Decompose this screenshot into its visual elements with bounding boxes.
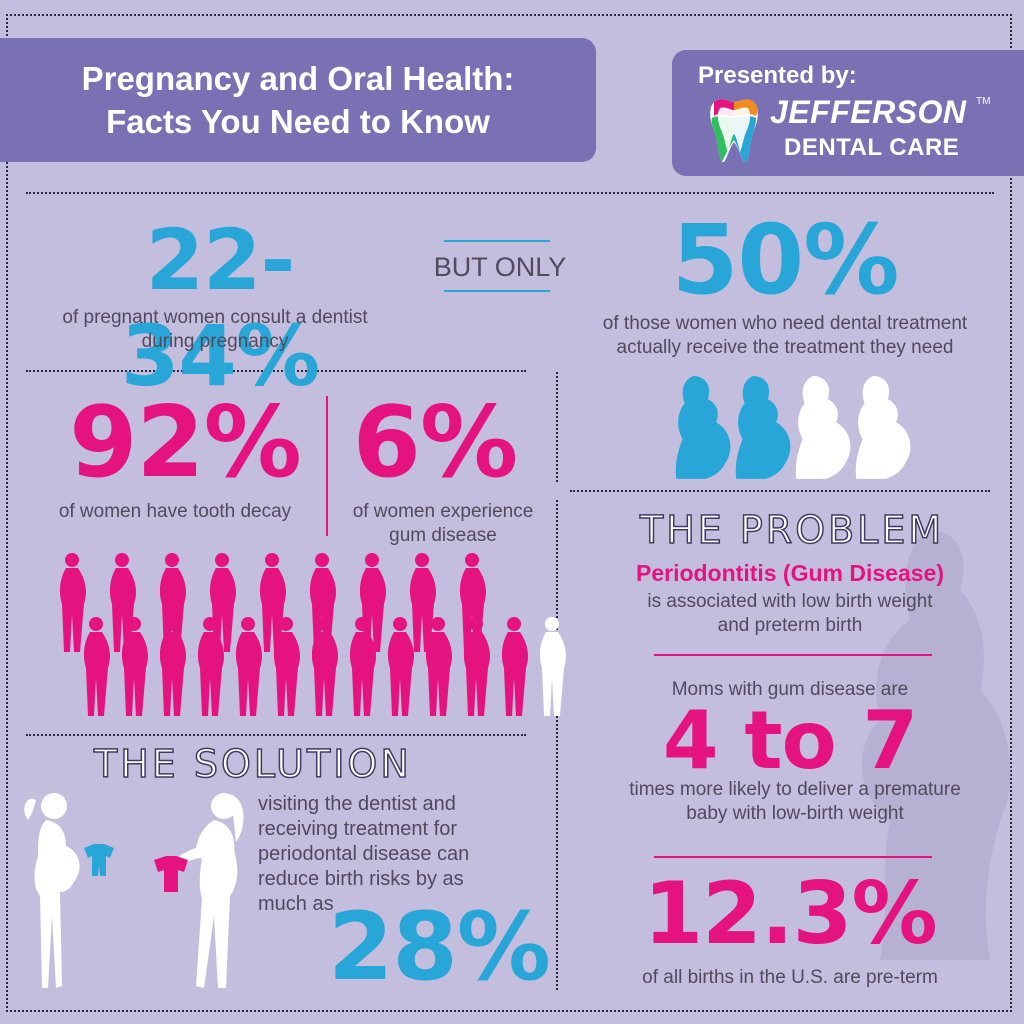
divider-center-vertical-2 <box>556 500 558 990</box>
pregnant-figure-empty <box>855 376 911 479</box>
brand-name: JEFFERSON <box>770 94 967 130</box>
caption-line: baby with low-birth weight <box>686 803 904 824</box>
pregnant-figure-empty <box>795 376 851 479</box>
tooth-logo-icon <box>710 99 758 163</box>
moms-line: Moms with gum disease are <box>671 679 909 700</box>
solution-line: visiting the dentist and <box>258 793 456 815</box>
title-banner: Pregnancy and Oral Health: Facts You Nee… <box>0 38 596 162</box>
woman-figure <box>409 553 436 652</box>
woman-figure <box>387 617 414 716</box>
divider-left-1 <box>26 370 526 372</box>
brand-subtitle: DENTAL CARE <box>784 134 960 161</box>
stat-consult-caption: of pregnant women consult a dentist duri… <box>30 306 400 354</box>
title-line-1: Pregnancy and Oral Health: <box>81 60 515 97</box>
woman-figure <box>311 617 338 716</box>
caption-line: of those women who need dental treatment <box>602 313 968 334</box>
woman-figure <box>109 553 136 652</box>
stat-decay-caption: of women have tooth decay <box>58 501 292 522</box>
pregnant-figures-half <box>675 376 911 479</box>
woman-figure <box>235 617 262 716</box>
stat-receive-value: 50% <box>671 204 900 316</box>
presented-by-label: Presented by: <box>698 62 857 89</box>
woman-figure <box>349 617 376 716</box>
pregnant-woman-left-icon <box>24 793 80 988</box>
blue-baby-clothes-icon <box>84 844 114 876</box>
pregnant-figure-filled <box>675 376 731 479</box>
caption-line: gum disease <box>389 525 497 546</box>
solution-text: visiting the dentist and receiving treat… <box>258 792 548 917</box>
caption-line: times more likely to deliver a premature <box>629 779 961 800</box>
solution-value: 28% <box>328 893 551 1002</box>
woman-figure <box>425 617 452 716</box>
divider-right <box>570 490 990 492</box>
woman-figure <box>59 553 86 652</box>
woman-figure <box>459 553 486 652</box>
title-line-2: Facts You Need to Know <box>106 103 490 140</box>
woman-figure <box>273 617 300 716</box>
problem-rule-1 <box>654 654 932 656</box>
solution-line: receiving treatment for <box>258 818 457 840</box>
pregnant-woman-right-icon <box>172 793 244 988</box>
caption-line: is associated with low birth weight <box>647 591 933 612</box>
solution-line: periodontal disease can <box>258 843 470 865</box>
pregnant-figure-filled <box>735 376 791 479</box>
but-only-label: BUT ONLY <box>433 252 567 282</box>
stat-gum-value: 6% <box>352 386 518 500</box>
stat-receive-caption: of those women who need dental treatment… <box>570 312 1000 360</box>
women-crowd-figures <box>59 553 566 716</box>
risk-value: 4 to 7 <box>662 694 918 787</box>
but-only-rule-top <box>444 240 550 242</box>
problem-text: is associated with low birth weight and … <box>570 590 1010 638</box>
risk-caption: times more likely to deliver a premature… <box>580 778 1010 826</box>
woman-figure <box>83 617 110 716</box>
woman-figure <box>159 553 186 652</box>
preterm-value: 12.3% <box>643 864 937 964</box>
solution-heading: THE SOLUTION <box>93 741 412 787</box>
woman-figure <box>259 553 286 652</box>
woman-figure <box>501 617 528 716</box>
caption-line: actually receive the treatment they need <box>616 337 954 358</box>
woman-figure <box>209 553 236 652</box>
woman-figure <box>463 617 490 716</box>
woman-figure <box>309 553 336 652</box>
woman-figure <box>121 617 148 716</box>
caption-line: of women experience <box>352 501 534 522</box>
caption-line: of pregnant women consult a dentist <box>62 307 368 328</box>
stat-decay-value: 92% <box>69 386 302 500</box>
woman-figure <box>197 617 224 716</box>
divider-pink-vertical <box>326 396 328 536</box>
brand-box: Presented by: JEFFERSON TM DENTAL CARE <box>672 50 1024 176</box>
woman-figure <box>159 617 186 716</box>
mothers-with-clothes-illustration <box>24 793 244 988</box>
solution-line: reduce birth risks by as <box>258 868 464 890</box>
woman-figure-highlight <box>539 617 566 716</box>
trademark-mark: TM <box>976 96 991 107</box>
divider-center-vertical <box>556 372 558 482</box>
preterm-caption: of all births in the U.S. are pre-term <box>642 967 938 988</box>
stat-gum-caption: of women experience gum disease <box>336 500 550 548</box>
problem-subheading: Periodontitis (Gum Disease) <box>635 560 944 586</box>
pregnant-silhouette-backdrop <box>861 530 1011 960</box>
divider-top <box>26 192 994 194</box>
divider-left-2 <box>26 734 526 736</box>
caption-line: and preterm birth <box>717 615 863 636</box>
dotted-frame <box>6 14 1012 1012</box>
solution-line: much as <box>258 893 334 915</box>
problem-heading: THE PROBLEM <box>639 507 945 553</box>
stat-consult-value: 22-34% <box>120 211 320 405</box>
problem-rule-2 <box>654 856 932 858</box>
caption-line: during pregnancy <box>141 331 289 352</box>
pink-baby-shirt-icon <box>154 856 188 892</box>
woman-figure <box>359 553 386 652</box>
but-only-rule-bottom <box>444 290 550 292</box>
